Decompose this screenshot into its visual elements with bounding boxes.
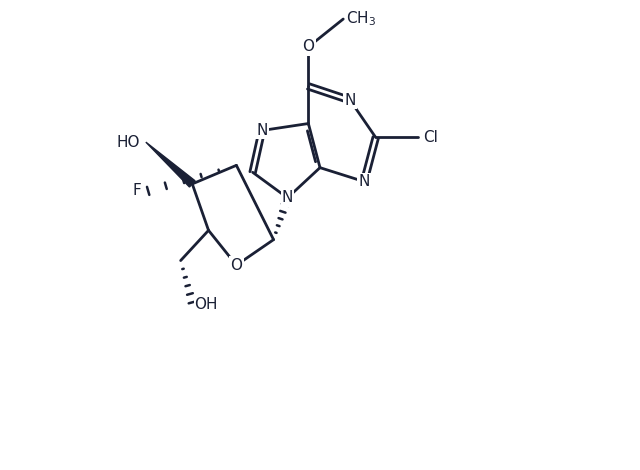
- Text: N: N: [344, 93, 356, 108]
- Text: O: O: [302, 39, 314, 55]
- Text: N: N: [282, 190, 293, 205]
- Polygon shape: [146, 142, 195, 187]
- Text: O: O: [230, 258, 243, 273]
- Text: F: F: [132, 183, 141, 198]
- Text: CH$_3$: CH$_3$: [346, 10, 376, 28]
- Text: N: N: [358, 174, 370, 189]
- Text: HO: HO: [116, 134, 140, 149]
- Text: OH: OH: [195, 297, 218, 312]
- Text: Cl: Cl: [423, 130, 438, 145]
- Text: N: N: [256, 123, 268, 138]
